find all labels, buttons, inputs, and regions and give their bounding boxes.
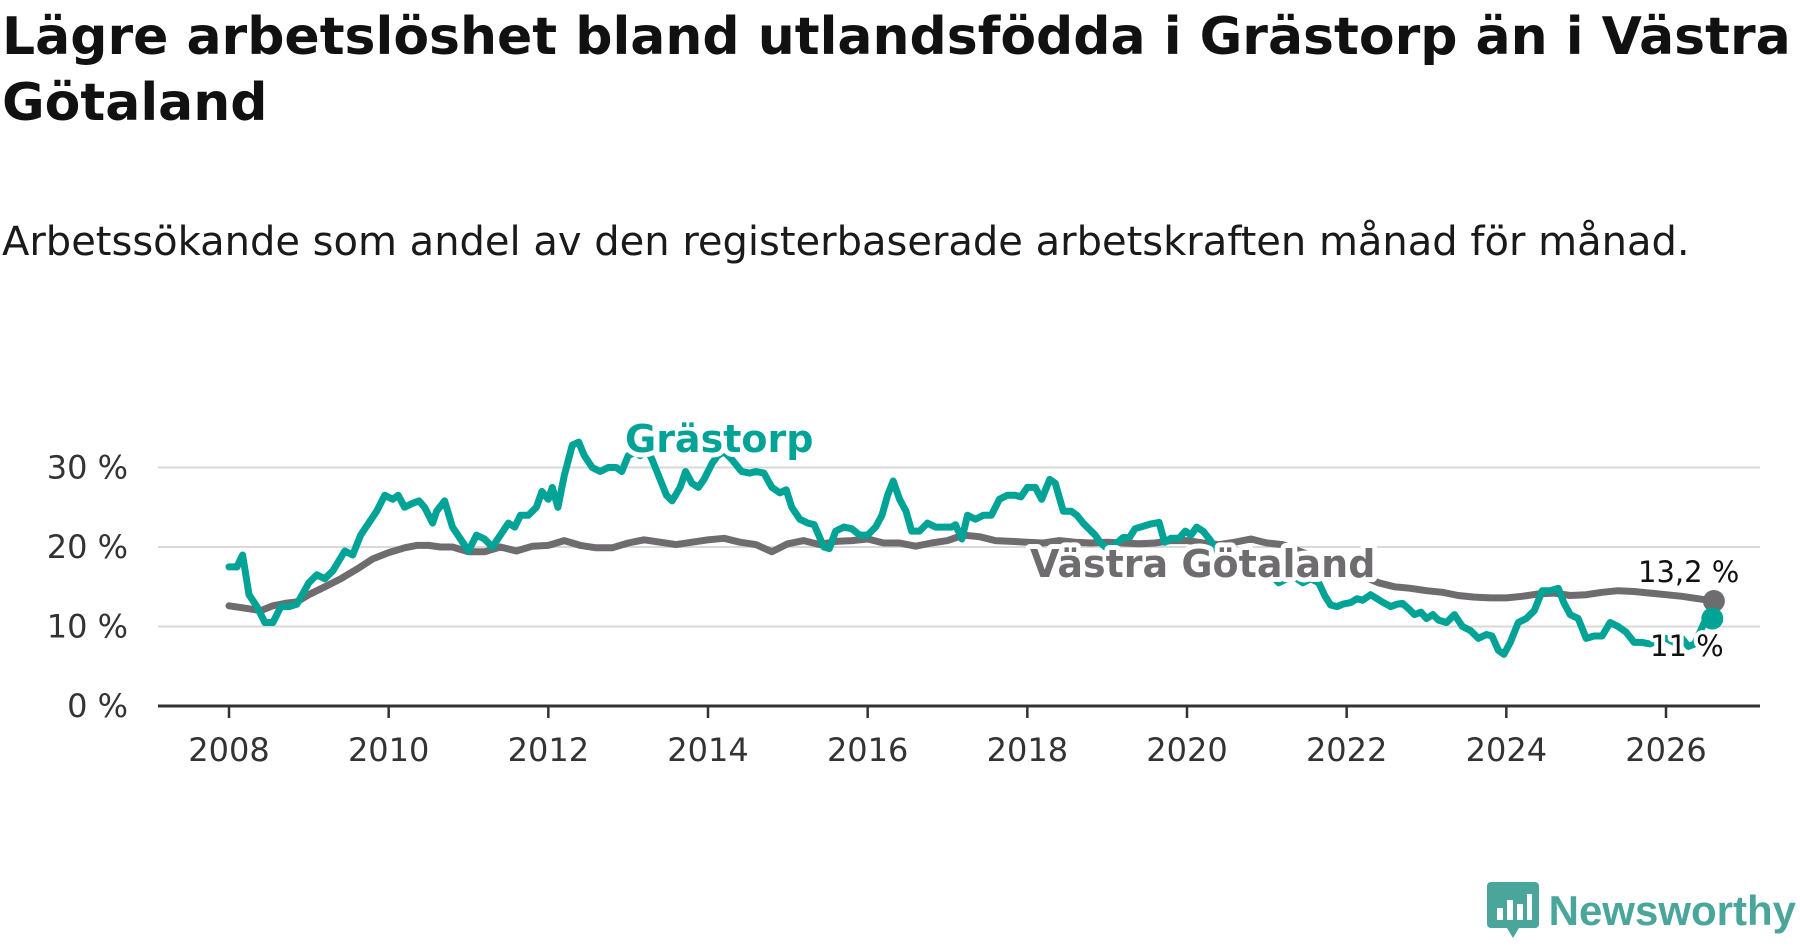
series-line-grastorp <box>225 438 1716 658</box>
newsworthy-logo-icon <box>1486 882 1539 938</box>
x-tick-label: 2020 <box>1146 731 1227 769</box>
y-tick-label: 10 % <box>47 608 128 646</box>
series-label-vastra-gotaland: Västra Götaland <box>1030 542 1375 586</box>
x-tick-label: 2010 <box>348 731 429 769</box>
x-axis-ticks: 2008 2010 2012 2014 2016 2018 2020 2022 2024 2026 <box>188 706 1707 769</box>
x-tick-label: 2008 <box>188 731 269 769</box>
y-axis-ticks: 0 % 10 % 20 % 30 % <box>47 449 128 726</box>
series-labels: Grästorp Västra Götaland 13,2 % 11 % <box>620 412 1743 667</box>
end-marker-vastra-gotaland <box>1702 590 1725 613</box>
series-line-vastra-gotaland <box>225 531 1718 615</box>
line-chart: 0 % 10 % 20 % 30 % 2008 2010 2012 2014 2016 2018… <box>46 412 1760 769</box>
end-value-label-grastorp: 11 % <box>1650 629 1724 663</box>
series-lines <box>225 438 1725 658</box>
series-label-grastorp: Grästorp <box>625 417 813 461</box>
end-marker-grastorp <box>1701 607 1724 630</box>
gridlines <box>158 466 1760 708</box>
x-tick-label: 2024 <box>1466 731 1547 769</box>
chart-title: Lägre arbetslöshet bland utlandsfödda i … <box>2 7 1791 133</box>
brand-name: Newsworthy <box>1548 887 1796 934</box>
chart-subtitle: Arbetssökande som andel av den registerb… <box>2 219 1690 265</box>
y-tick-label: 20 % <box>47 528 128 566</box>
x-tick-label: 2018 <box>987 731 1068 769</box>
end-value-label-vastra-gotaland: 13,2 % <box>1638 555 1739 589</box>
x-tick-label: 2016 <box>827 731 908 769</box>
y-tick-label: 30 % <box>47 449 128 487</box>
x-tick-label: 2014 <box>667 731 748 769</box>
brand-logo: Newsworthy <box>1486 882 1796 940</box>
y-tick-label: 0 % <box>67 687 128 725</box>
x-tick-label: 2012 <box>508 731 589 769</box>
x-tick-label: 2026 <box>1625 731 1706 769</box>
x-tick-label: 2022 <box>1306 731 1387 769</box>
